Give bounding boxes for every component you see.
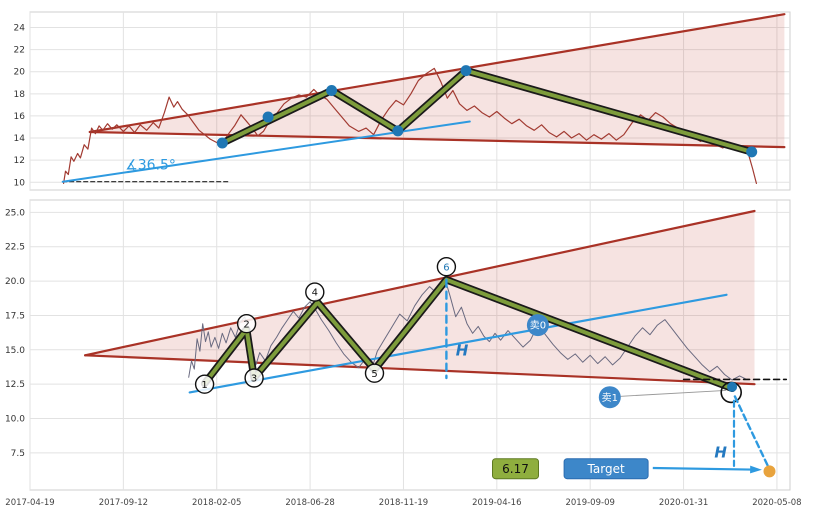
y-tick-label: 10.0 (5, 415, 25, 425)
upper-price-panel: 24 22 20 18 16 14 12 10 ∡36.5° (14, 11, 791, 191)
swing-dot (392, 125, 404, 137)
target-price-box-label: 6.17 (502, 462, 529, 476)
x-tick-label: 2019-04-16 (472, 498, 521, 508)
y-tick-label: 12.5 (5, 380, 25, 390)
swing-dot (746, 146, 758, 158)
swing-dot (262, 111, 274, 123)
point-4 (305, 282, 325, 302)
x-tick-label: 2019-09-09 (565, 498, 614, 508)
wedge-lower-line (83, 354, 756, 386)
x-tick-label: 2017-09-12 (99, 498, 148, 508)
height-label: H (456, 341, 469, 359)
lower-analysis-panel: 25.0 22.5 20.0 17.5 15.0 12.5 10.0 7.5 H 1 2 3 4 5 6 卖0… (5, 199, 791, 491)
target-box (563, 458, 649, 480)
plot-area (29, 199, 791, 491)
target-arrow (652, 466, 759, 471)
y-tick-label: 22 (14, 46, 25, 56)
projection-dashed (733, 395, 771, 471)
x-tick-label: 2018-11-19 (379, 498, 428, 508)
price-line (62, 67, 758, 184)
sell-0-marker (526, 314, 549, 337)
wedge-upper-line (83, 209, 756, 357)
y-tick-label: 25.0 (5, 208, 25, 218)
target-price-box (492, 458, 539, 480)
y-tick-label: 14 (14, 134, 26, 144)
y-tick-label: 22.5 (5, 243, 25, 253)
point-1 (194, 374, 215, 394)
y-tick-label: 24 (14, 23, 26, 33)
support-trendline (188, 293, 728, 394)
x-tick-label: 2018-02-05 (192, 498, 241, 508)
x-tick-label: 2018-06-28 (285, 498, 334, 508)
y-tick-label: 20 (14, 68, 26, 78)
y-tick-label: 20.0 (5, 277, 25, 287)
point-6 (436, 257, 457, 277)
sell-0-marker-label: 卖0 (530, 320, 546, 332)
point-5 (364, 363, 385, 383)
y-tick-label: 17.5 (5, 311, 25, 321)
sell1-pointer-line (620, 389, 727, 397)
y-tick-label: 16 (14, 112, 26, 122)
sell-1-marker-label: 卖1 (602, 392, 618, 404)
y-tick-label: 12 (14, 156, 25, 166)
x-tick-label: 2017-04-19 (5, 498, 54, 508)
point-3 (244, 368, 264, 388)
swing-dot (216, 137, 228, 149)
swing-dot (460, 65, 472, 77)
y-tick-label: 7.5 (11, 449, 25, 459)
y-tick-label: 10 (14, 178, 26, 188)
point-2-label: 2 (243, 319, 249, 330)
breakdown-dot (727, 381, 738, 392)
point-3-label: 3 (251, 374, 257, 385)
target-height-label: H (714, 444, 727, 462)
angle-label: ∡36.5° (125, 158, 176, 174)
target-arrow-arrowhead (750, 465, 762, 474)
target-dot (763, 465, 776, 478)
point-5-label: 5 (371, 369, 377, 380)
y-tick-label: 18 (14, 90, 26, 100)
wedge-lower-line (88, 130, 786, 149)
point-4-label: 4 (312, 288, 318, 299)
target-box-label: Target (587, 462, 625, 476)
y-tick-label: 15.0 (5, 346, 25, 356)
sell-1-marker (598, 386, 621, 409)
x-tick-label: 2020-05-08 (752, 498, 801, 508)
point-1-label: 1 (201, 380, 207, 391)
point-2 (236, 314, 257, 334)
point-6-label: 6 (443, 262, 449, 273)
x-tick-label: 2020-01-31 (659, 498, 708, 508)
swing-dot (326, 85, 338, 96)
